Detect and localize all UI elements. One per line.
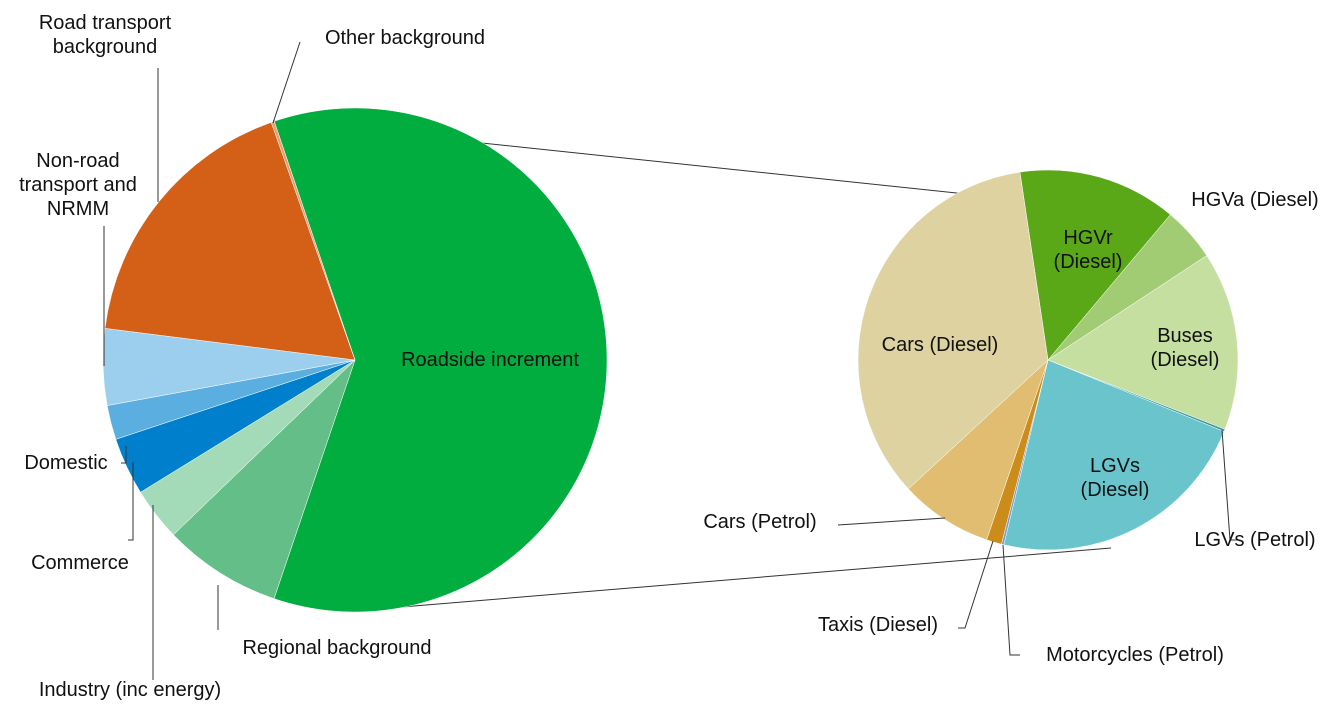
pie-slice bbox=[270, 120, 356, 361]
leader-line bbox=[272, 41, 301, 124]
slice-label: Motorcycles (Petrol) bbox=[1046, 644, 1224, 666]
slice-label: Taxis (Diesel) bbox=[817, 614, 939, 636]
leader-line bbox=[958, 540, 994, 629]
leader-line bbox=[1221, 429, 1240, 541]
slice-label: Cars (Petrol) bbox=[703, 511, 817, 533]
leader-line bbox=[837, 517, 946, 526]
slice-label: HGVr (Diesel) bbox=[1053, 227, 1123, 273]
pie-slice bbox=[1019, 169, 1171, 361]
pie-slice bbox=[857, 171, 1049, 490]
pie-slice bbox=[1047, 255, 1239, 430]
slice-label: Non-road transport and NRMM bbox=[19, 150, 137, 220]
pie-slice bbox=[173, 359, 356, 599]
slice-label: Industry (inc energy) bbox=[38, 679, 222, 701]
pie bbox=[857, 169, 1239, 551]
slice-label: LGVs (Diesel) bbox=[1080, 455, 1150, 501]
slice-label: Buses (Diesel) bbox=[1150, 325, 1220, 371]
leader-line bbox=[128, 462, 134, 541]
pie-slice bbox=[104, 122, 356, 361]
pie-slice bbox=[1003, 359, 1225, 551]
leader-line bbox=[1002, 544, 1020, 656]
slice-label: Commerce bbox=[31, 552, 129, 574]
slice-label: Other background bbox=[324, 27, 486, 49]
pie-slice bbox=[273, 107, 608, 613]
connector-line bbox=[401, 547, 1112, 608]
slice-label: Road transport background bbox=[38, 12, 172, 58]
pie-slice bbox=[908, 359, 1049, 541]
slice-label: Roadside increment bbox=[401, 349, 579, 371]
slice-label: LGVs (Petrol) bbox=[1194, 529, 1316, 551]
slice-label: HGVa (Diesel) bbox=[1191, 189, 1319, 211]
slice-label: Regional background bbox=[242, 637, 432, 659]
leader-lines bbox=[103, 41, 1240, 680]
slice-label: Domestic bbox=[24, 452, 108, 474]
pie bbox=[102, 107, 608, 613]
slice-label: Cars (Diesel) bbox=[881, 334, 999, 356]
leader-line bbox=[121, 446, 127, 464]
